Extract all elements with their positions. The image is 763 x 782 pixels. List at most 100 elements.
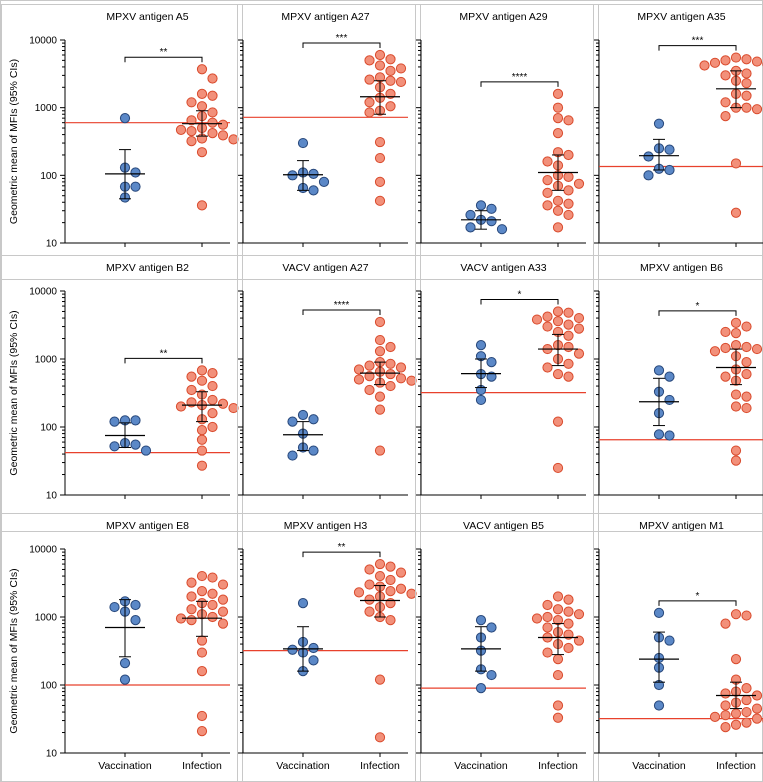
infection-point (552, 368, 564, 380)
infection-point (552, 88, 564, 99)
panel: MPXV antigen M1 Vaccination Infection * (593, 513, 763, 782)
vaccination-point (308, 655, 319, 666)
y-axis-label: Geometric mean of MFIs (95% CIs) (8, 568, 20, 733)
infection-point (720, 111, 731, 122)
vaccination-point (287, 644, 298, 655)
infection-point (730, 455, 742, 466)
infection-point (228, 134, 239, 145)
infection-point (207, 380, 218, 392)
infection-point (175, 401, 187, 412)
infection-point (730, 445, 742, 456)
infection-point (751, 104, 763, 115)
vaccination-point (297, 598, 309, 609)
x-tick-label: Infection (182, 760, 222, 772)
infection-point (385, 341, 396, 353)
panel-title: VACV antigen A33 (460, 262, 546, 274)
vaccination-point (297, 409, 309, 421)
infection-point (186, 97, 197, 108)
infection-point (552, 195, 564, 206)
infection-point (385, 101, 396, 112)
vaccination-point (653, 365, 665, 376)
infection-point (542, 647, 553, 658)
y-tick-label: 100 (40, 681, 57, 692)
vaccination-point (308, 445, 319, 456)
infection-point (751, 703, 763, 714)
infection-point (207, 611, 218, 623)
infection-point (720, 326, 731, 338)
infection-point (374, 404, 386, 415)
infection-point (542, 187, 553, 199)
infection-point (374, 346, 386, 357)
infection-point (364, 371, 375, 382)
infection-point (196, 586, 208, 597)
significance-bracket (124, 56, 203, 63)
infection-point (395, 373, 407, 384)
infection-point (720, 618, 731, 629)
vaccination-point (664, 430, 675, 441)
infection-point (563, 209, 574, 221)
significance-bracket (124, 357, 203, 364)
vaccination-point (653, 429, 665, 440)
panel: VACV antigen B5 Vaccination Infection (415, 513, 599, 782)
infection-point (573, 323, 585, 334)
infection-point (395, 362, 407, 373)
infection-point (741, 68, 752, 79)
vaccination-point (664, 394, 675, 406)
infection-point (542, 362, 553, 373)
infection-point (730, 52, 742, 63)
infection-point (552, 416, 564, 427)
panel-title: VACV antigen A27 (282, 262, 368, 274)
infection-point (196, 570, 208, 582)
infection-point (720, 700, 731, 711)
infection-point (573, 635, 585, 646)
x-tick-label: Infection (360, 760, 400, 772)
infection-point (207, 73, 218, 84)
significance-bracket (658, 310, 737, 316)
infection-point (573, 312, 585, 324)
vaccination-point (140, 445, 152, 456)
infection-point (374, 136, 386, 148)
panels: MPXV antigen A5 10 100 1000 10000 Geometric m… (1, 4, 763, 782)
vaccination-point (486, 669, 497, 681)
vaccination-point (109, 441, 120, 452)
significance-label: ** (338, 542, 346, 553)
y-tick-label: 10 (46, 749, 58, 760)
y-tick-label: 1000 (35, 103, 58, 114)
infection-point (186, 136, 197, 147)
infection-point (699, 60, 710, 71)
infection-point (563, 319, 574, 330)
infection-point (385, 65, 396, 76)
panel: MPXV antigen B6 * (593, 255, 763, 532)
infection-point (563, 198, 574, 209)
infection-point (353, 587, 365, 598)
y-tick-label: 10 (46, 239, 58, 250)
vaccination-point (130, 615, 141, 626)
infection-point (741, 706, 752, 718)
infection-point (552, 462, 564, 474)
vaccination-point (130, 439, 141, 450)
infection-point (720, 688, 731, 699)
panel-title: MPXV antigen E8 (106, 520, 189, 532)
infection-point (374, 570, 386, 582)
infection-point (552, 306, 564, 317)
infection-point (720, 722, 731, 733)
vaccination-point (475, 683, 487, 694)
infection-point (374, 176, 386, 187)
infection-point (531, 613, 543, 624)
infection-point (364, 74, 375, 85)
panel-title: MPXV antigen B6 (640, 262, 723, 274)
x-tick-label: Vaccination (632, 760, 686, 772)
infection-point (552, 205, 564, 216)
infection-point (542, 200, 553, 211)
infection-point (385, 358, 396, 369)
infection-point (709, 711, 721, 722)
infection-point (406, 588, 417, 599)
infection-point (364, 564, 375, 575)
infection-point (364, 107, 375, 118)
infection-point (395, 76, 407, 88)
panel: MPXV antigen E8 10 100 1000 10000 Geometric m… (1, 513, 243, 782)
infection-point (217, 398, 229, 409)
infection-point (751, 56, 763, 67)
vaccination-point (664, 164, 675, 176)
